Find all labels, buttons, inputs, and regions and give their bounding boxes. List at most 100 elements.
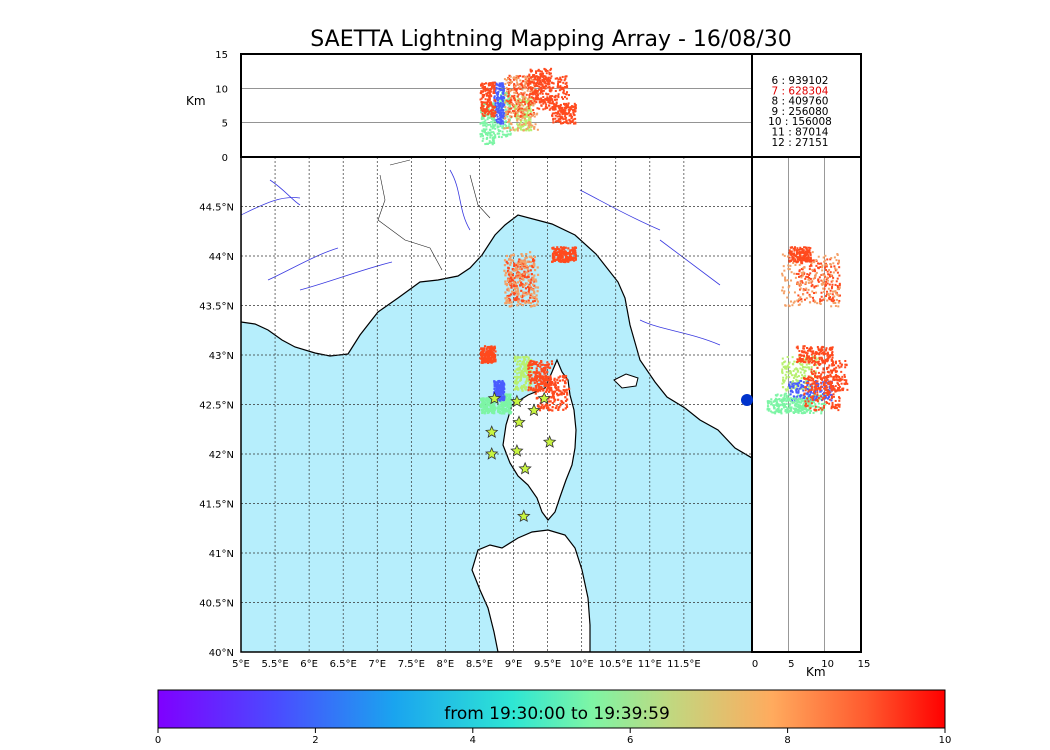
side-source-point	[826, 353, 829, 356]
side-source-point	[824, 285, 827, 288]
side-source-point	[821, 283, 824, 286]
elba-island	[613, 373, 639, 389]
lightning-source-point	[499, 382, 502, 386]
top-source-point	[505, 134, 508, 137]
side-source-point	[828, 391, 831, 394]
top-source-point	[491, 123, 494, 126]
side-source-point	[844, 366, 847, 369]
lightning-source-point	[562, 375, 565, 379]
lightning-source-point	[552, 392, 556, 395]
side-source-point	[795, 397, 798, 400]
side-source-point	[800, 412, 803, 415]
top-source-point	[492, 90, 495, 93]
lightning-source-point	[503, 407, 506, 411]
side-source-point	[806, 291, 809, 294]
top-source-point	[556, 112, 559, 115]
lightning-source-point	[560, 259, 563, 263]
top-source-point	[529, 108, 532, 111]
top-source-point	[495, 105, 498, 108]
side-source-point	[784, 304, 787, 307]
side-source-point	[822, 406, 825, 409]
side-source-point	[841, 375, 844, 378]
lightning-source-point	[482, 406, 485, 409]
top-source-point	[525, 77, 528, 80]
side-source-point	[810, 285, 813, 288]
side-source-point	[843, 379, 846, 382]
side-source-point	[793, 360, 796, 363]
side-source-point	[796, 382, 799, 385]
side-source-point	[807, 281, 810, 284]
lightning-source-point	[528, 378, 531, 381]
top-source-point	[521, 123, 524, 126]
side-source-point	[812, 259, 815, 262]
side-source-point	[789, 264, 792, 267]
top-source-point	[498, 130, 501, 133]
lightning-source-point	[524, 364, 527, 367]
side-source-point	[806, 349, 809, 352]
side-source-point	[798, 263, 801, 266]
side-source-point	[792, 397, 795, 400]
side-source-point	[826, 354, 829, 357]
side-source-point	[798, 381, 801, 384]
lightning-source-point	[520, 388, 524, 391]
top-source-point	[512, 95, 515, 98]
top-source-point	[514, 77, 517, 80]
top-source-point	[542, 75, 545, 78]
side-source-point	[816, 377, 819, 380]
lightning-source-point	[531, 295, 534, 298]
top-source-point	[536, 107, 539, 110]
top-source-point	[497, 106, 500, 109]
top-source-point	[515, 114, 518, 117]
lightning-source-point	[564, 381, 567, 384]
top-source-point	[488, 96, 491, 99]
top-source-point	[532, 97, 535, 100]
colorbar-ticks: 0 2 4 6 8 10	[155, 728, 951, 746]
side-tick-label: 10	[821, 659, 834, 670]
top-source-point	[544, 87, 547, 90]
top-source-point	[530, 96, 533, 99]
lightning-source-point	[479, 397, 482, 400]
side-source-point	[834, 375, 837, 378]
top-source-point	[553, 112, 556, 115]
top-source-point	[550, 75, 553, 78]
side-source-point	[810, 405, 813, 408]
side-source-point	[796, 347, 799, 350]
lightning-source-point	[525, 377, 529, 381]
lightning-source-point	[508, 408, 511, 412]
top-source-point	[563, 96, 566, 99]
side-source-point	[837, 396, 840, 399]
lightning-source-point	[480, 361, 483, 364]
lightning-source-point	[518, 371, 521, 374]
top-source-point	[552, 117, 555, 120]
lightning-source-point	[489, 357, 492, 360]
lightning-source-point	[505, 260, 508, 263]
lightning-source-point	[492, 353, 496, 356]
side-source-point	[820, 385, 823, 388]
side-source-point	[846, 388, 849, 391]
top-source-point	[569, 113, 572, 116]
side-source-point	[788, 260, 791, 263]
top-source-point	[504, 101, 507, 104]
side-source-point	[798, 253, 801, 256]
lightning-source-point	[562, 246, 565, 249]
lightning-source-point	[518, 376, 521, 379]
side-source-point	[833, 265, 836, 268]
lightning-source-point	[508, 299, 512, 302]
lightning-source-point	[527, 356, 530, 359]
side-source-point	[829, 271, 832, 274]
top-source-point	[494, 112, 497, 115]
side-source-point	[817, 396, 820, 399]
side-source-point	[786, 408, 789, 411]
side-source-point	[799, 360, 802, 363]
top-source-point	[535, 91, 538, 94]
top-source-point	[542, 100, 545, 103]
lightning-source-point	[535, 294, 538, 297]
lightning-source-point	[482, 405, 485, 408]
x-tick-label: 9°E	[505, 659, 523, 670]
side-source-point	[814, 274, 817, 277]
lightning-source-point	[508, 305, 511, 308]
top-source-point	[557, 120, 560, 123]
side-source-point	[794, 403, 797, 406]
side-source-point	[790, 406, 793, 409]
top-source-point	[527, 80, 530, 83]
